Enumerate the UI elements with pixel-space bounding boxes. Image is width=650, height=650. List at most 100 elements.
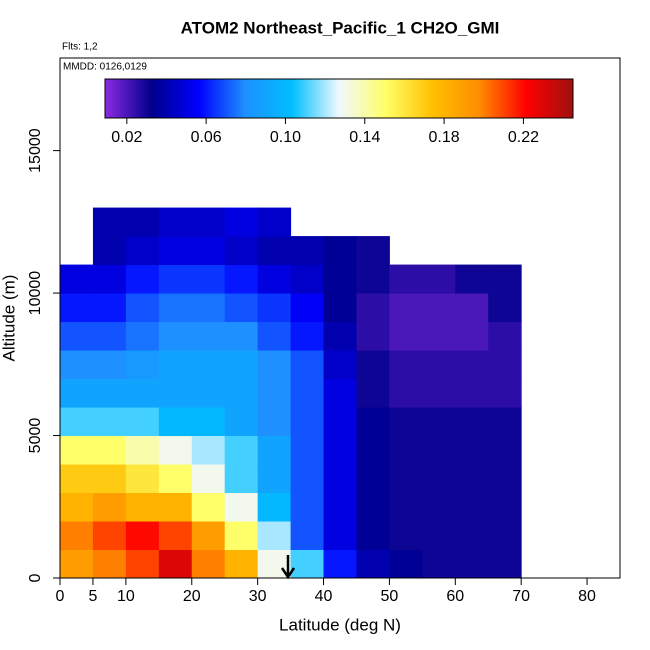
- colorbar: 0.02 0.06 0.10 0.14 0.18 0.22: [104, 78, 574, 146]
- heatmap-cell: [191, 236, 226, 266]
- heatmap-cell: [455, 293, 489, 323]
- colorbar-tick-label: 0.02: [111, 129, 142, 146]
- heatmap-cell: [356, 492, 390, 522]
- heatmap-cell: [422, 321, 456, 351]
- heatmap-cell: [191, 378, 226, 408]
- heatmap-cell: [60, 435, 94, 465]
- heatmap-cell: [224, 264, 259, 294]
- heatmap-cell: [290, 464, 325, 494]
- heatmap-cell: [257, 435, 292, 465]
- heatmap-cell: [60, 549, 94, 579]
- heatmap-cell: [389, 492, 423, 522]
- heatmap-cell: [290, 293, 325, 323]
- heatmap-cell: [60, 464, 94, 494]
- heatmap-cell: [488, 321, 522, 351]
- heatmap-cell: [323, 321, 357, 351]
- heatmap-cell: [290, 264, 325, 294]
- heatmap-cell: [290, 549, 325, 579]
- heatmap-cell: [60, 492, 94, 522]
- heatmap-cell: [92, 435, 127, 465]
- heatmap-cell: [290, 407, 325, 437]
- heatmap-cell: [257, 264, 292, 294]
- heatmap-cell: [356, 435, 390, 465]
- heatmap-cell: [455, 549, 489, 579]
- heatmap-cell: [389, 264, 423, 294]
- heatmap-cell: [422, 350, 456, 380]
- heatmap-cell: [92, 378, 127, 408]
- heatmap-cell: [125, 407, 160, 437]
- y-tick-label: 0: [27, 573, 44, 582]
- heatmap-cell: [323, 350, 357, 380]
- heatmap-cell: [125, 492, 160, 522]
- heatmap-cell: [455, 492, 489, 522]
- heatmap-cell: [257, 464, 292, 494]
- colorbar-tick-label: 0.10: [270, 129, 301, 146]
- x-tick-label: 60: [446, 588, 464, 605]
- heatmap-cell: [125, 236, 160, 266]
- colorbar-tick-label: 0.14: [349, 129, 380, 146]
- heatmap-cell: [125, 549, 160, 579]
- heatmap-cell: [389, 293, 423, 323]
- heatmap-cell: [224, 350, 259, 380]
- heatmap-cell: [389, 464, 423, 494]
- heatmap-cell: [125, 350, 160, 380]
- heatmap-cell: [224, 435, 259, 465]
- heatmap-cell: [191, 549, 226, 579]
- heatmap-cell: [356, 350, 390, 380]
- subtitle: Flts: 1,2: [62, 42, 98, 53]
- colorbar-tick-label: 0.22: [508, 129, 539, 146]
- heatmap-cell: [356, 236, 390, 266]
- y-tick-label: 10000: [27, 271, 44, 316]
- heatmap-cell: [257, 521, 292, 551]
- heatmap-cell: [92, 350, 127, 380]
- heatmap-cell: [356, 264, 390, 294]
- heatmap-cell: [92, 236, 127, 266]
- arrow: [280, 555, 296, 580]
- heatmap-cell: [389, 407, 423, 437]
- heatmap-cell: [191, 492, 226, 522]
- heatmap-cell: [158, 236, 193, 266]
- heatmap-cell: [323, 549, 357, 579]
- heatmap-cell: [488, 492, 522, 522]
- heatmap-cell: [488, 435, 522, 465]
- heatmap-cell: [158, 378, 193, 408]
- heatmap-cell: [422, 435, 456, 465]
- y-axis-label: Altitude (m): [0, 275, 18, 362]
- heatmap-cell: [257, 378, 292, 408]
- x-tick-label: 10: [117, 588, 135, 605]
- heatmap-cell: [488, 464, 522, 494]
- heatmap-cell: [224, 293, 259, 323]
- heatmap-cell: [488, 407, 522, 437]
- heatmap-cell: [422, 521, 456, 551]
- heatmap-cell: [290, 492, 325, 522]
- heatmap-cell: [290, 321, 325, 351]
- heatmap-cell: [92, 492, 127, 522]
- heatmap-cell: [158, 549, 193, 579]
- heatmap-cell: [191, 321, 226, 351]
- heatmap-cell: [60, 321, 94, 351]
- heatmap-cell: [191, 435, 226, 465]
- heatmap-cell: [257, 236, 292, 266]
- heatmap-cell: [158, 207, 193, 237]
- heatmap-cell: [92, 293, 127, 323]
- heatmap-cell: [92, 521, 127, 551]
- x-tick-label: 20: [183, 588, 201, 605]
- heatmap-cell: [158, 264, 193, 294]
- colorbar-tick-label: 0.18: [429, 129, 460, 146]
- heatmap-cell: [290, 378, 325, 408]
- heatmap-cell: [323, 407, 357, 437]
- heatmap-cell: [224, 549, 259, 579]
- heatmap-cell: [158, 321, 193, 351]
- heatmap-cell: [257, 293, 292, 323]
- colorbar-tick-label: 0.06: [191, 129, 222, 146]
- y-tick-label: 15000: [27, 128, 44, 173]
- heatmap-cell: [191, 350, 226, 380]
- heatmap-cell: [191, 264, 226, 294]
- heatmap-cell: [60, 293, 94, 323]
- heatmap-cell: [389, 378, 423, 408]
- heatmap-cell: [455, 350, 489, 380]
- heatmap-cell: [224, 378, 259, 408]
- heatmap-cell: [125, 207, 160, 237]
- heatmap-cell: [125, 378, 160, 408]
